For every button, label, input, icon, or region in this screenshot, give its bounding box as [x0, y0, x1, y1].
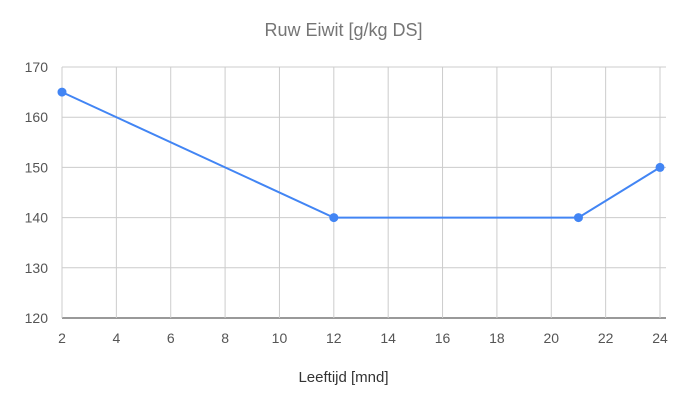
x-tick-label: 4	[112, 330, 120, 346]
x-tick-label: 12	[326, 330, 342, 346]
x-tick-label: 18	[489, 330, 505, 346]
data-point	[57, 87, 67, 97]
y-tick-label: 140	[25, 210, 49, 226]
x-tick-label: 8	[221, 330, 229, 346]
x-axis-label: Leeftijd [mnd]	[298, 369, 389, 386]
grid-layer	[61, 66, 666, 319]
data-point	[655, 162, 665, 172]
series-layer	[57, 87, 665, 223]
y-tick-label: 130	[25, 260, 49, 276]
x-tick-label: 10	[272, 330, 288, 346]
x-tick-label: 16	[435, 330, 451, 346]
x-tick-label: 14	[380, 330, 396, 346]
x-tick-label: 6	[167, 330, 175, 346]
data-point	[573, 213, 583, 223]
x-tick-label: 2	[58, 330, 66, 346]
series-line	[61, 91, 661, 219]
x-tick-label: 20	[543, 330, 559, 346]
x-tick-label: 24	[652, 330, 668, 346]
y-tick-label: 160	[25, 109, 49, 125]
data-point	[329, 213, 339, 223]
x-tick-label: 22	[598, 330, 614, 346]
y-tick-label: 150	[25, 159, 49, 175]
y-tick-label: 170	[25, 59, 49, 75]
y-tick-label: 120	[25, 310, 49, 326]
chart-title: Ruw Eiwit [g/kg DS]	[264, 20, 423, 40]
